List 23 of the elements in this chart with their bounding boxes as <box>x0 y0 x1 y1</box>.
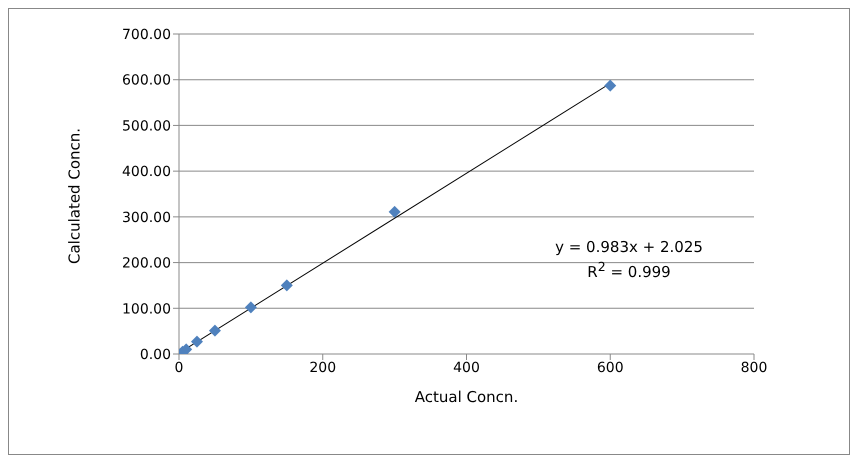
y-tick-label: 300.00 <box>122 210 171 226</box>
annotation: R$^{2}$ = 0.999 <box>586 258 672 282</box>
x-tick-label: 400 <box>453 360 480 376</box>
y-tick-label: 0.00 <box>140 346 171 363</box>
point <box>244 301 257 314</box>
annotation: y = 0.983x + 2.025 <box>554 237 704 257</box>
x-tick-label: 0 <box>174 360 184 376</box>
y-tick-label: 600.00 <box>122 72 171 89</box>
y-tick-label: 400.00 <box>122 164 171 180</box>
point <box>604 80 616 92</box>
point <box>208 324 221 337</box>
y-tick-label: 100.00 <box>122 301 171 318</box>
y-tick-label: 700.00 <box>122 26 171 43</box>
x-tick-label: 600 <box>596 360 624 376</box>
x-tick-label: 800 <box>740 360 768 376</box>
point <box>388 206 401 218</box>
x-tick-label: 200 <box>309 360 336 376</box>
y-tick-label: 200.00 <box>122 256 171 272</box>
y-axis-title: Calculated Concn. <box>65 128 84 264</box>
point <box>190 336 203 348</box>
y-tick-label: 500.00 <box>122 118 171 134</box>
x-axis-title: Actual Concn. <box>414 388 518 406</box>
point <box>280 279 293 292</box>
